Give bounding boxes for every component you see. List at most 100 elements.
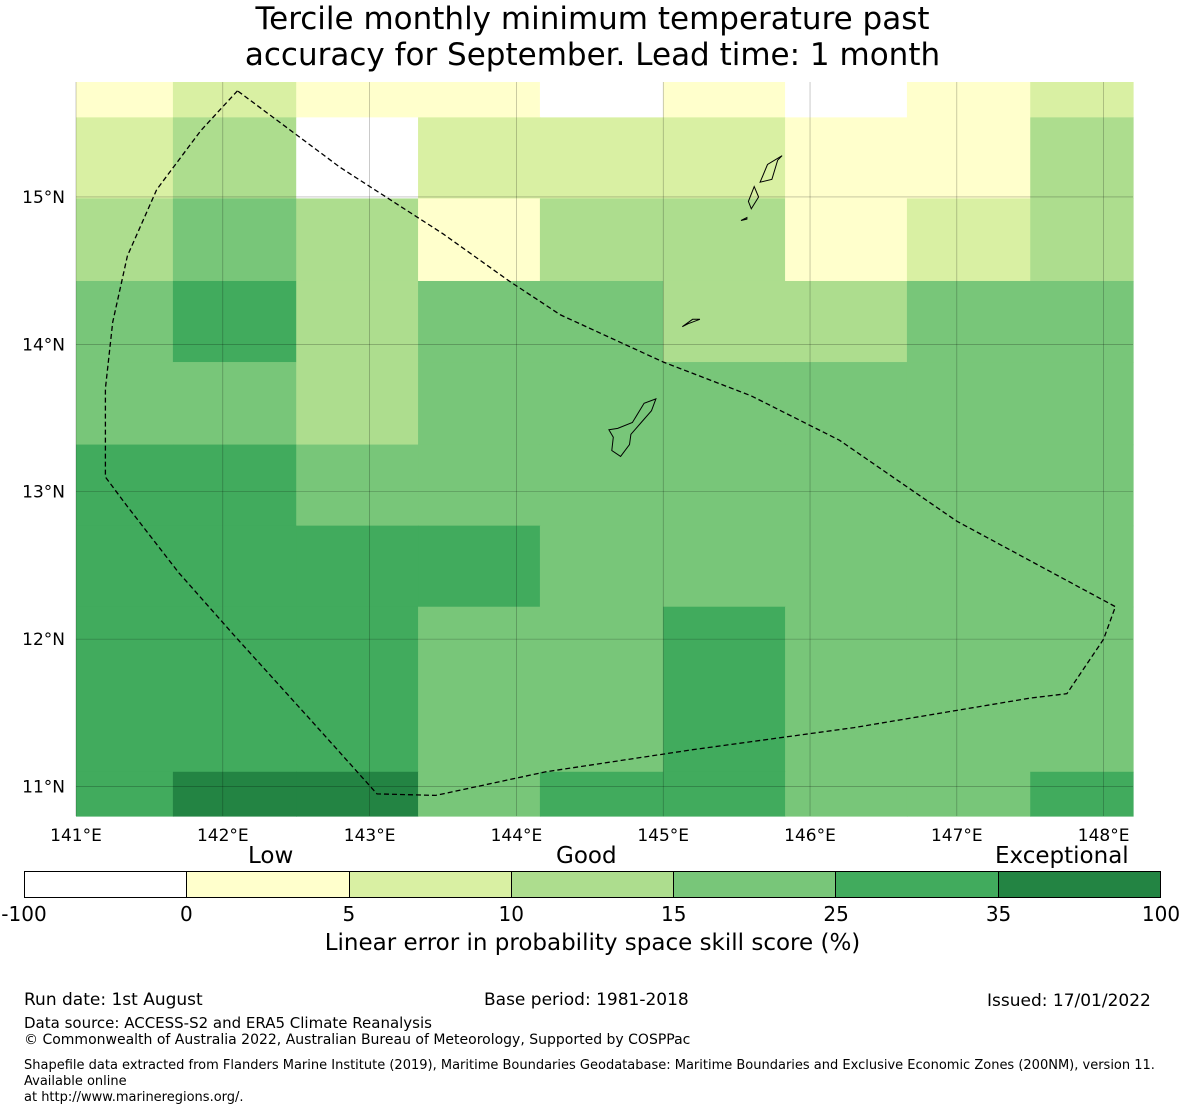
grid-cell [1030, 280, 1134, 363]
shapefile-credit: Shapefile data extracted from Flanders M… [24, 1058, 1179, 1106]
grid-cell [1030, 117, 1134, 200]
grid-cell [663, 525, 786, 608]
grid-cell [172, 771, 297, 817]
lat-tick-label: 11°N [22, 778, 65, 798]
grid-cell [785, 198, 908, 282]
base-period: Base period: 1981-2018 [484, 990, 689, 1010]
grid-cell [539, 82, 664, 118]
axis-tick-labels: 15°N 14°N 13°N 12°N 11°N 141°E 142°E 143°E 144°E… [22, 188, 1129, 846]
grid-cell [296, 117, 419, 200]
grid-cell [539, 444, 664, 527]
grid-cell [906, 771, 1031, 817]
grid-cell [906, 362, 1031, 446]
grid-cell [539, 606, 664, 773]
grid-cell [539, 280, 664, 363]
grid-cell [785, 606, 908, 773]
grid-cell [296, 771, 419, 817]
grid-cell [296, 362, 419, 446]
lat-tick-label: 12°N [22, 630, 65, 650]
lat-tick-label: 14°N [22, 335, 65, 355]
grid-cell [785, 771, 908, 817]
grid-cell [418, 82, 541, 118]
colorbar-tick-label: -100 [1, 902, 47, 926]
lon-tick-label: 143°E [344, 826, 396, 846]
run-date: Run date: 1st August [24, 990, 203, 1010]
lon-tick-label: 145°E [637, 826, 689, 846]
grid-cell [906, 117, 1031, 200]
grid-cell [296, 82, 419, 118]
graticule [75, 82, 1133, 816]
colorbar-tick-label: 100 [1141, 902, 1181, 926]
grid-cell [76, 198, 174, 282]
grid-cell [663, 444, 786, 527]
grid-cell [1030, 198, 1134, 282]
colorbar-segment [997, 872, 1160, 897]
lon-tick-label: 146°E [784, 826, 836, 846]
map-title-line1: Tercile monthly minimum temperature past [255, 1, 930, 37]
grid-cell [76, 771, 174, 817]
grid-cell [539, 362, 664, 446]
lat-tick-label: 13°N [22, 483, 65, 503]
data-source: Data source: ACCESS-S2 and ERA5 Climate … [24, 1014, 432, 1032]
grid-cell [785, 82, 908, 118]
shapefile-credit-line1: Shapefile data extracted from Flanders M… [24, 1058, 1155, 1089]
island-outline [740, 216, 748, 221]
grid-cell [296, 198, 419, 282]
grid-cell [785, 280, 908, 363]
eez-boundary [104, 90, 1117, 797]
grid-cell [172, 525, 297, 608]
grid-cell [785, 362, 908, 446]
colorbar-tick-label: 25 [823, 902, 849, 926]
grid-cell [1030, 606, 1134, 773]
grid-cell [1030, 82, 1134, 118]
grid-cell [906, 280, 1031, 363]
grid-cell [418, 444, 541, 527]
colorbar-segment [186, 872, 349, 897]
grid-cell [296, 444, 419, 527]
grid-cell [539, 117, 664, 200]
island-outline [608, 398, 657, 458]
grid-cell [418, 117, 541, 200]
colorbar-segment [348, 872, 511, 897]
colorbar-category-exceptional: Exceptional [995, 843, 1129, 869]
colorbar-segment [25, 872, 187, 897]
grid-cell [1030, 362, 1134, 446]
grid-cell [172, 117, 297, 200]
island-outline [747, 185, 760, 210]
grid-cell [1030, 525, 1134, 608]
grid-cell [418, 198, 541, 282]
grid-cell [906, 444, 1031, 527]
shapefile-credit-line2: at http://www.marineregions.org/. [24, 1090, 244, 1105]
grid-cell [906, 198, 1031, 282]
grid-cell [172, 606, 297, 773]
grid-cell [663, 771, 786, 817]
colorbar-tick-label: 10 [498, 902, 524, 926]
grid-cell [296, 606, 419, 773]
grid-cell [418, 362, 541, 446]
grid-cell [663, 280, 786, 363]
lon-tick-label: 142°E [197, 826, 249, 846]
grid-cell [785, 444, 908, 527]
grid-cell [418, 771, 541, 817]
grid-cell [172, 82, 297, 118]
issued-date: Issued: 17/01/2022 [987, 991, 1151, 1011]
grid-cell [663, 117, 786, 200]
colorbar-tick-label: 35 [985, 902, 1012, 926]
colorbar-tick-label: 5 [342, 902, 356, 926]
grid-cell [76, 362, 174, 446]
grid-cell [906, 606, 1031, 773]
grid-cell [418, 525, 541, 608]
lon-tick-label: 148°E [1078, 826, 1130, 846]
grid-cell [296, 280, 419, 363]
colorbar-label: Linear error in probability space skill … [324, 930, 861, 956]
grid-cell [785, 117, 908, 200]
grid-cell [539, 525, 664, 608]
grid-cell [76, 82, 174, 118]
colorbar [24, 871, 1161, 898]
grid-cell [76, 606, 174, 773]
coastlines [608, 155, 783, 458]
grid-cell [172, 362, 297, 446]
grid-cell [539, 198, 664, 282]
colorbar-segment [510, 872, 674, 897]
